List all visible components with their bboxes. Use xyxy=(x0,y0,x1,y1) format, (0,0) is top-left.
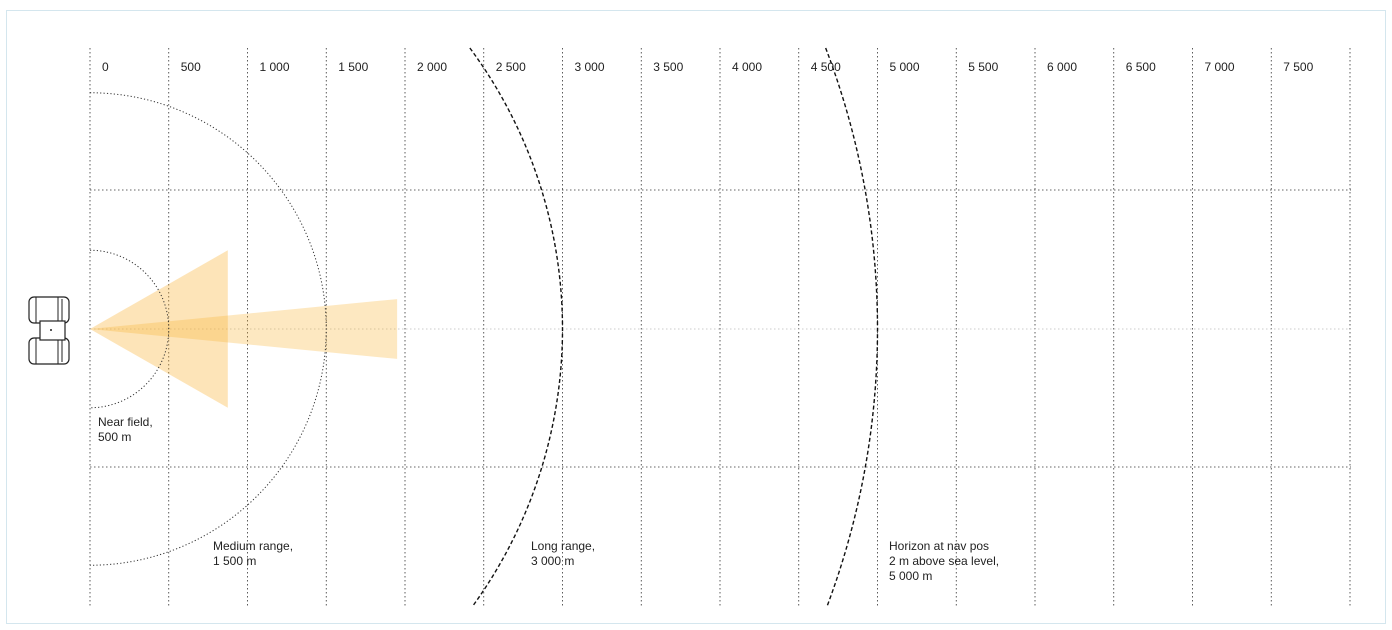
scale-tick-label: 1 500 xyxy=(338,60,368,74)
range-label-line: Near field, xyxy=(98,415,153,429)
scale-tick-label: 4 500 xyxy=(811,60,841,74)
scale-tick-label: 6 500 xyxy=(1126,60,1156,74)
scale-tick-label: 2 000 xyxy=(417,60,447,74)
near-field-label: Near field,500 m xyxy=(98,415,153,444)
range-label-line: 500 m xyxy=(98,430,131,444)
medium-range-label: Medium range,1 500 m xyxy=(213,539,293,568)
scale-tick-label: 5 000 xyxy=(890,60,920,74)
range-label-line: 1 500 m xyxy=(213,554,256,568)
narrow-beam xyxy=(90,299,398,359)
scale-tick-label: 2 500 xyxy=(496,60,526,74)
wide-beam xyxy=(90,250,228,408)
diagram-frame xyxy=(6,10,1386,624)
boat-top-view-icon xyxy=(28,296,70,365)
sensor-beams xyxy=(90,250,398,408)
range-label-line: 2 m above sea level, xyxy=(889,554,999,568)
scale-tick-label: 6 000 xyxy=(1047,60,1077,74)
scale-tick-label: 3 000 xyxy=(575,60,605,74)
medium-range-arc xyxy=(89,92,327,566)
range-label-line: Long range, xyxy=(531,539,595,553)
range-labels: Near field,500 m Medium range,1 500 m Long… xyxy=(98,415,999,583)
scale-tick-label: 4 000 xyxy=(732,60,762,74)
range-arcs xyxy=(89,47,879,607)
range-label-line: Medium range, xyxy=(213,539,293,553)
long-range-arc xyxy=(469,47,564,607)
scale-tick-label: 5 500 xyxy=(968,60,998,74)
scale-tick-label: 0 xyxy=(102,60,109,74)
scale-tick-label: 7 000 xyxy=(1205,60,1235,74)
long-range-label: Long range,3 000 m xyxy=(531,539,595,568)
scale-tick-label: 7 500 xyxy=(1283,60,1313,74)
grid xyxy=(89,48,1351,606)
scale-tick-labels: 0 500 1 000 1 500 2 000 2 500 3 000 3 500 4 000 4… xyxy=(102,60,1314,74)
range-label-line: 5 000 m xyxy=(889,569,932,583)
scale-tick-label: 3 500 xyxy=(653,60,683,74)
range-label-line: 3 000 m xyxy=(531,554,574,568)
range-label-line: Horizon at nav pos xyxy=(889,539,989,553)
scale-tick-label: 1 000 xyxy=(260,60,290,74)
scale-tick-label: 500 xyxy=(181,60,201,74)
near-field-arc xyxy=(89,249,170,409)
horizon-arc xyxy=(825,47,879,607)
